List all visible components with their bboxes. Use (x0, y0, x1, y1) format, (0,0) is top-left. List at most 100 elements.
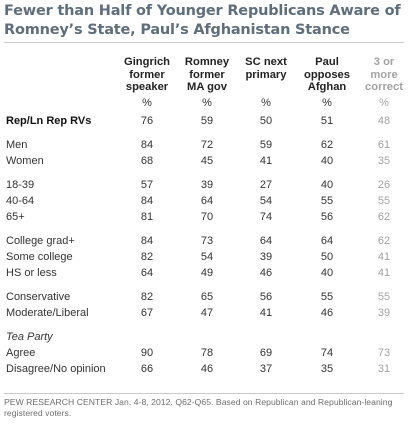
value-cell: 41 (377, 251, 391, 263)
value-cell: 73 (377, 347, 391, 359)
table-row: Disagree/No opinion 66 46 37 35 31 (0, 361, 410, 377)
row-label: Men (6, 139, 28, 151)
chart-title: Fewer than Half of Younger Republicans A… (4, 3, 401, 38)
value-cell: 47 (200, 307, 214, 319)
table-row: 40-64 84 64 54 55 55 (0, 193, 410, 209)
value-cell: 74 (259, 211, 273, 223)
table-row: 18-39 57 39 27 40 26 (0, 177, 410, 193)
column-header-3: SC next primary (245, 56, 287, 81)
value-cell: 73 (200, 235, 214, 247)
row-label: 40-64 (6, 195, 35, 207)
column-header-5: 3 or more correct (365, 56, 403, 94)
value-cell: 64 (259, 235, 273, 247)
value-cell: 37 (259, 363, 273, 375)
value-cell: 39 (259, 251, 273, 263)
table-row: 65+ 81 70 74 56 62 (0, 209, 410, 225)
value-cell: 40 (320, 179, 334, 191)
value-cell: 64 (200, 195, 214, 207)
column-unit-5: % (379, 97, 389, 109)
value-cell: 74 (320, 347, 334, 359)
value-cell: 78 (200, 347, 214, 359)
table-row: HS or less 64 49 46 40 41 (0, 265, 410, 281)
value-cell: 56 (259, 291, 273, 303)
value-cell: 76 (140, 115, 154, 127)
row-label: HS or less (6, 267, 57, 279)
value-cell: 31 (377, 363, 391, 375)
row-label: Disagree/No opinion (6, 363, 106, 375)
value-cell: 64 (140, 267, 154, 279)
value-cell: 39 (200, 179, 214, 191)
value-cell: 62 (377, 211, 391, 223)
table-row: Rep/Ln Rep RVs 76 59 50 51 48 (0, 113, 410, 129)
value-cell: 46 (320, 307, 334, 319)
value-cell: 55 (320, 291, 334, 303)
value-cell: 70 (200, 211, 214, 223)
row-label: 65+ (6, 211, 25, 223)
value-cell: 41 (259, 155, 273, 167)
value-cell: 55 (377, 195, 391, 207)
value-cell: 45 (200, 155, 214, 167)
value-cell: 84 (140, 195, 154, 207)
value-cell: 35 (377, 155, 391, 167)
source-note: PEW RESEARCH CENTER Jan. 4-8, 2012. Q62-… (4, 397, 393, 418)
value-cell: 50 (259, 115, 273, 127)
value-cell: 55 (320, 195, 334, 207)
value-cell: 35 (320, 363, 334, 375)
value-cell: 69 (259, 347, 273, 359)
value-cell: 84 (140, 235, 154, 247)
value-cell: 62 (320, 139, 334, 151)
value-cell: 51 (320, 115, 334, 127)
value-cell: 27 (259, 179, 273, 191)
row-label: College grad+ (6, 235, 75, 247)
value-cell: 54 (200, 251, 214, 263)
value-cell: 48 (377, 115, 391, 127)
column-header-2: Romney former MA gov (184, 56, 230, 94)
table-row: Men 84 72 59 62 61 (0, 137, 410, 153)
column-unit-3: % (261, 97, 271, 109)
table-row: Women 68 45 41 40 35 (0, 153, 410, 169)
value-cell: 39 (377, 307, 391, 319)
value-cell: 62 (377, 235, 391, 247)
section-label: Tea Party (6, 331, 53, 343)
value-cell: 49 (200, 267, 214, 279)
value-cell: 46 (259, 267, 273, 279)
value-cell: 59 (200, 115, 214, 127)
value-cell: 50 (320, 251, 334, 263)
column-header-4: Paul opposes Afghan (303, 56, 350, 94)
value-cell: 41 (377, 267, 391, 279)
value-cell: 82 (140, 291, 154, 303)
column-unit-1: % (142, 97, 152, 109)
value-cell: 55 (377, 291, 391, 303)
value-cell: 90 (140, 347, 154, 359)
value-cell: 54 (259, 195, 273, 207)
value-cell: 64 (320, 235, 334, 247)
value-cell: 82 (140, 251, 154, 263)
table-row: Some college 82 54 39 50 41 (0, 249, 410, 265)
value-cell: 66 (140, 363, 154, 375)
row-label: Moderate/Liberal (6, 307, 89, 319)
row-label: Agree (6, 347, 36, 359)
value-cell: 57 (140, 179, 154, 191)
value-cell: 81 (140, 211, 154, 223)
table-row: College grad+ 84 73 64 64 62 (0, 233, 410, 249)
row-label: Rep/Ln Rep RVs (6, 115, 92, 127)
column-unit-2: % (202, 97, 212, 109)
footer-rule (4, 393, 404, 394)
value-cell: 26 (377, 179, 391, 191)
table-row: Moderate/Liberal 67 47 41 46 39 (0, 305, 410, 321)
value-cell: 67 (140, 307, 154, 319)
row-label: 18-39 (6, 179, 35, 191)
value-cell: 65 (200, 291, 214, 303)
column-unit-4: % (322, 97, 332, 109)
row-label: Women (6, 155, 44, 167)
row-label: Conservative (6, 291, 71, 303)
column-header-1: Gingrich former speaker (124, 56, 170, 94)
value-cell: 59 (259, 139, 273, 151)
value-cell: 72 (200, 139, 214, 151)
value-cell: 40 (320, 267, 334, 279)
title-rule (4, 42, 404, 43)
value-cell: 46 (200, 363, 214, 375)
value-cell: 40 (320, 155, 334, 167)
table-row: Agree 90 78 69 74 73 (0, 345, 410, 361)
row-label: Some college (6, 251, 73, 263)
